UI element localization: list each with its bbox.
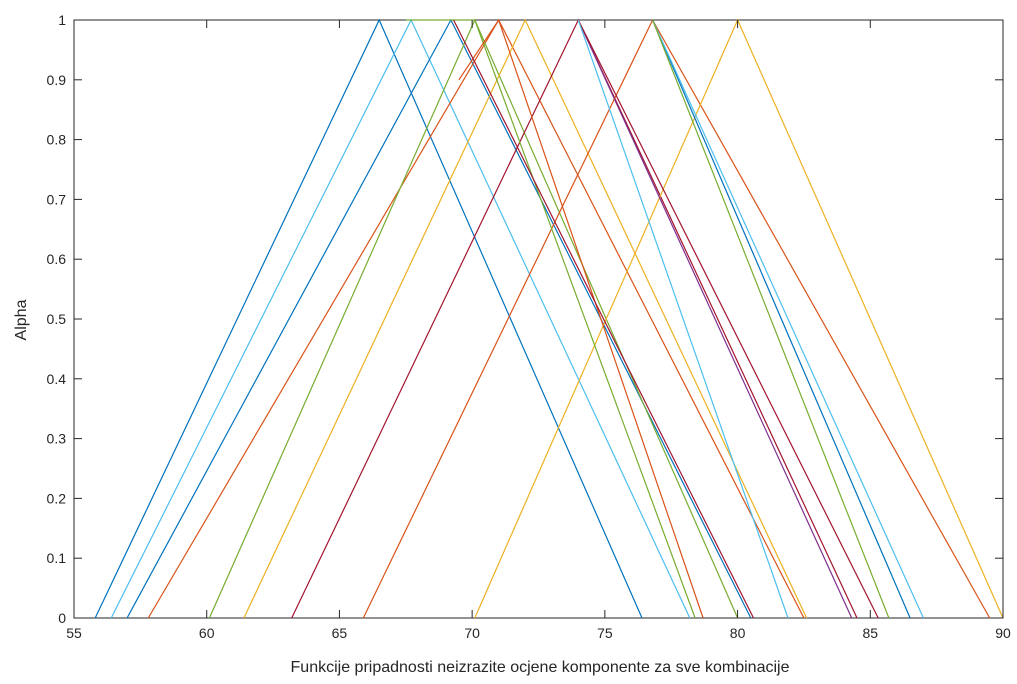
series-line-6 <box>243 18 808 619</box>
x-tick-label: 85 <box>862 625 878 641</box>
x-axis-label: Funkcije pripadnosti neizrazite ocjene k… <box>291 659 790 676</box>
series-line-14 <box>577 19 789 619</box>
series-line-16 <box>652 19 924 619</box>
y-tick-label: 0.2 <box>47 490 67 506</box>
y-tick-label: 0.1 <box>47 550 67 566</box>
series-line-15 <box>652 19 911 619</box>
y-tick-label: 1 <box>58 12 66 28</box>
y-tick-label: 0.4 <box>47 371 67 387</box>
x-tick-label: 90 <box>995 625 1011 641</box>
y-tick-label: 0 <box>58 610 66 626</box>
x-tick-label: 75 <box>597 625 613 641</box>
plot-frame <box>73 19 1004 619</box>
series-line-10 <box>405 19 696 619</box>
x-tick-label: 55 <box>66 625 82 641</box>
ticks-layer: 55 60 65 70 75 80 85 90 0 0.1 0.2 0.3 0.4 0.5 0.6 0.7 0.… <box>47 12 1011 641</box>
series-line-17 <box>652 19 890 619</box>
series-line-1 <box>94 18 643 619</box>
y-tick-label: 0.3 <box>47 431 67 447</box>
plot-area <box>73 19 1004 619</box>
series-line-12 <box>577 19 853 619</box>
series-layer <box>94 18 1004 619</box>
series-line-13 <box>577 19 879 619</box>
y-tick-label: 0.8 <box>47 132 67 148</box>
x-tick-label: 65 <box>332 625 348 641</box>
y-tick-label: 0.6 <box>47 251 67 267</box>
x-tick-label: 80 <box>730 625 746 641</box>
y-tick-label: 0.7 <box>47 191 67 207</box>
y-axis-label: Alpha <box>13 299 30 340</box>
series-line-11 <box>458 18 704 619</box>
y-tick-label: 0.9 <box>47 72 67 88</box>
y-tick-label: 0.5 <box>47 311 67 327</box>
x-tick-label: 70 <box>464 625 480 641</box>
series-line-18 <box>453 19 755 619</box>
x-tick-label: 60 <box>199 625 215 641</box>
